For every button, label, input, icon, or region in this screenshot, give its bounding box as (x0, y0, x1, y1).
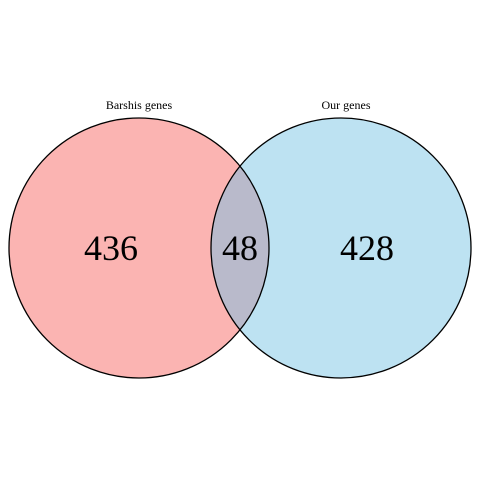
count-barshis-only: 436 (84, 228, 138, 268)
barshis-genes-outline (8, 117, 270, 379)
barshis-genes-circle (9, 118, 269, 378)
set-label-our-genes: Our genes (322, 98, 371, 112)
count-our-only: 428 (340, 228, 394, 268)
count-intersection: 48 (222, 228, 258, 268)
set-label-barshis-genes: Barshis genes (106, 98, 173, 112)
our-genes-outline (210, 117, 472, 379)
our-genes-circle (211, 118, 471, 378)
